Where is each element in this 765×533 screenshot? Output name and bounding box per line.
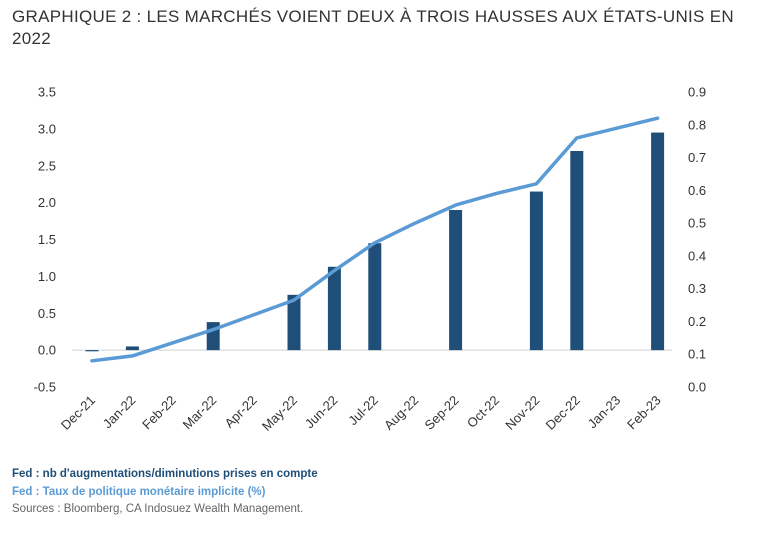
left-tick-label: 0.0 [38,343,56,358]
right-tick-label: 0.5 [688,216,706,231]
bar [327,266,341,351]
bar [529,191,543,351]
left-tick-label: 3.5 [38,85,56,100]
left-tick-label: 2.5 [38,158,56,173]
line-series [90,116,660,363]
bar-series [85,132,665,352]
chart-title: GRAPHIQUE 2 : LES MARCHÉS VOIENT DEUX À … [12,7,734,48]
right-tick-label: 0.2 [688,314,706,329]
bar [125,346,139,351]
legend-bars: Fed : nb d'augmentations/diminutions pri… [12,468,318,480]
x-tick-label: Aug-22 [381,393,421,433]
x-tick-label: Feb-22 [139,393,179,433]
combo-chart: -0.50.00.51.01.52.02.53.03.5 0.00.10.20.… [34,85,706,434]
x-tick-label: Oct-22 [464,393,502,431]
bar [570,151,584,351]
legend-line: Fed : Taux de politique monétaire implic… [12,486,266,498]
right-tick-label: 0.9 [688,85,706,100]
bar [85,350,99,352]
right-tick-label: 0.0 [688,380,706,395]
left-tick-label: 1.0 [38,269,56,284]
right-tick-label: 0.3 [688,281,706,296]
x-tick-label: May-22 [259,393,300,434]
bar [287,294,301,351]
x-tick-label: Jan-22 [100,393,139,432]
x-tick-label: Jun-22 [302,393,341,432]
bar [368,243,382,351]
right-tick-label: 0.4 [688,248,706,263]
bar [449,210,463,351]
left-tick-label: 0.5 [38,306,56,321]
x-tick-label: Dec-21 [58,393,98,433]
right-tick-label: 0.8 [688,117,706,132]
x-tick-label: Dec-22 [543,393,583,433]
left-tick-label: 3.0 [38,121,56,136]
right-axis-ticks: 0.0 0.1 0.2 0.3 0.4 0.5 0.6 0.7 0.8 0.9 [688,85,706,395]
x-tick-label: Mar-22 [180,393,220,433]
x-tick-label: Jan-23 [585,393,624,432]
left-axis-ticks: -0.5 0.0 0.5 1.0 1.5 2.0 2.5 3.0 3.5 [34,85,56,395]
right-tick-label: 0.7 [688,150,706,165]
x-tick-label: Feb-23 [624,393,664,433]
x-tick-label: Nov-22 [502,393,542,433]
right-tick-label: 0.1 [688,347,706,362]
source-note: Sources : Bloomberg, CA Indosuez Wealth … [12,503,304,515]
x-tick-label: Sep-22 [421,393,461,433]
left-tick-label: -0.5 [34,380,56,395]
x-tick-label: Apr-22 [222,393,260,431]
bar [651,132,665,351]
left-tick-label: 2.0 [38,195,56,210]
x-axis-ticks: Dec-21 Jan-22 Feb-22 Mar-22 Apr-22 May-22 Jun-… [58,393,664,434]
right-tick-label: 0.6 [688,183,706,198]
left-tick-label: 1.5 [38,232,56,247]
x-tick-label: Jul-22 [345,393,381,429]
